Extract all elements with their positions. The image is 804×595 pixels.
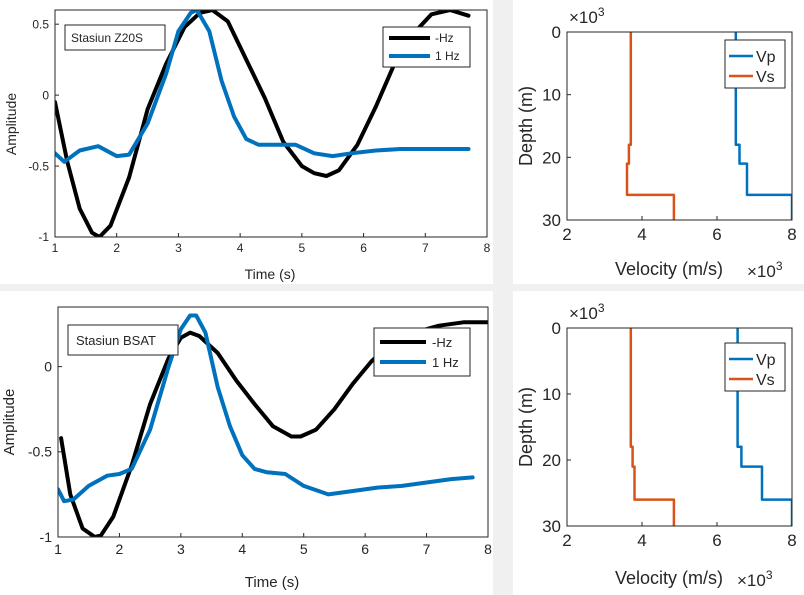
annotation-box: Stasiun Z20S [64,24,166,51]
x-tick-label: 6 [712,225,721,244]
legend-frame [373,327,471,377]
legend-frame [382,26,471,68]
x-tick-label: 4 [637,531,646,550]
y-tick-label: 30 [542,211,561,230]
legend: -Hz 1 Hz [382,26,471,68]
annotation-text: Stasiun BSAT [76,333,156,348]
y-tick-label: 10 [542,385,561,404]
x-axis-label: Velocity (m/s) [615,568,723,588]
legend-label: 1 Hz [435,49,460,63]
legend-frame [724,39,786,89]
x-tick-label: 4 [237,241,244,255]
x-tick-label: 6 [360,241,367,255]
x-tick-label: 3 [175,241,182,255]
series-line-vp [734,32,792,220]
y-axis-exponent: ×103 [569,301,605,323]
legend-label: Vs [756,69,775,86]
y-tick-label: 30 [542,517,561,536]
x-axis-label: Time (s) [245,574,299,591]
y-tick-label: 0 [44,359,52,375]
plot-frame [57,306,489,538]
plot-frame [566,327,793,527]
x-tick-label: 2 [113,241,120,255]
series-line-vs [625,32,676,220]
legend-label: Vp [756,352,776,369]
x-axis-exponent: ×103 [737,568,773,590]
x-tick-label: 2 [116,541,124,557]
legend: Vp Vs [724,39,786,89]
y-tick-label: 0 [552,23,561,42]
x-tick-label: 4 [637,225,646,244]
legend: -Hz 1 Hz [373,327,471,377]
y-tick-label: 10 [542,86,561,105]
y-tick-label: 20 [542,148,561,167]
series-line-vs [629,328,676,526]
y-axis-label: Amplitude [3,93,19,155]
waveform-chart-top: 1 2 3 4 5 6 7 8 -1 -0.5 0 0.5 Time (s) Amplitude St… [3,9,491,282]
y-axis-exponent: ×103 [569,5,605,27]
x-axis-label: Velocity (m/s) [615,259,723,279]
x-tick-label: 5 [299,241,306,255]
x-tick-label: 3 [177,541,185,557]
y-tick-label: 0 [42,88,49,102]
series-line-1hz [55,10,471,164]
x-tick-label: 8 [787,531,796,550]
y-tick-label: 0 [552,319,561,338]
annotation-text: Stasiun Z20S [71,31,143,45]
y-tick-label: -0.5 [28,444,52,460]
x-tick-label: 4 [238,541,246,557]
legend: Vp Vs [724,342,786,392]
x-tick-label: 2 [562,225,571,244]
x-tick-label: 7 [423,541,431,557]
x-tick-label: 8 [787,225,796,244]
y-tick-label: 20 [542,451,561,470]
legend-frame [724,342,786,392]
plot-frame [54,9,488,238]
velocity-profile-chart-top: 2 4 6 8 0 10 20 30 ×103 Velocity (m/s) ×103 Dep… [516,5,797,281]
panel-background [513,291,804,595]
legend-label: -Hz [432,335,452,350]
waveform-chart-bottom: 1 2 3 4 5 6 7 8 -1 -0.5 0 Time (s) Amplitude Stasi… [1,306,492,591]
y-axis-label: Amplitude [1,389,18,456]
series-line-hz [55,10,471,237]
legend-label: -Hz [435,31,454,45]
x-axis-exponent: ×103 [747,259,783,281]
x-tick-label: 2 [562,531,571,550]
x-tick-label: 1 [52,241,59,255]
x-tick-label: 6 [361,541,369,557]
legend-label: Vs [756,372,775,389]
y-tick-label: -1 [40,529,53,545]
legend-label: 1 Hz [432,355,459,370]
y-axis-label: Depth (m) [516,387,536,467]
x-axis-label: Time (s) [245,266,296,282]
y-tick-label: -0.5 [28,159,49,173]
x-tick-label: 7 [422,241,429,255]
series-line-vp [736,328,792,526]
plot-frame [566,31,793,221]
x-tick-label: 8 [484,541,492,557]
x-tick-label: 6 [712,531,721,550]
x-tick-label: 1 [54,541,62,557]
y-axis-label: Depth (m) [516,86,536,166]
x-tick-label: 8 [484,241,491,255]
y-tick-label: 0.5 [32,17,49,31]
legend-label: Vp [756,49,776,66]
y-tick-label: -1 [38,230,49,244]
velocity-profile-chart-bottom: 2 4 6 8 0 10 20 30 ×103 Velocity (m/s) ×103 Dep… [516,301,797,590]
annotation-box: Stasiun BSAT [67,324,179,356]
series-line-1hz [58,313,475,504]
x-tick-label: 5 [300,541,308,557]
